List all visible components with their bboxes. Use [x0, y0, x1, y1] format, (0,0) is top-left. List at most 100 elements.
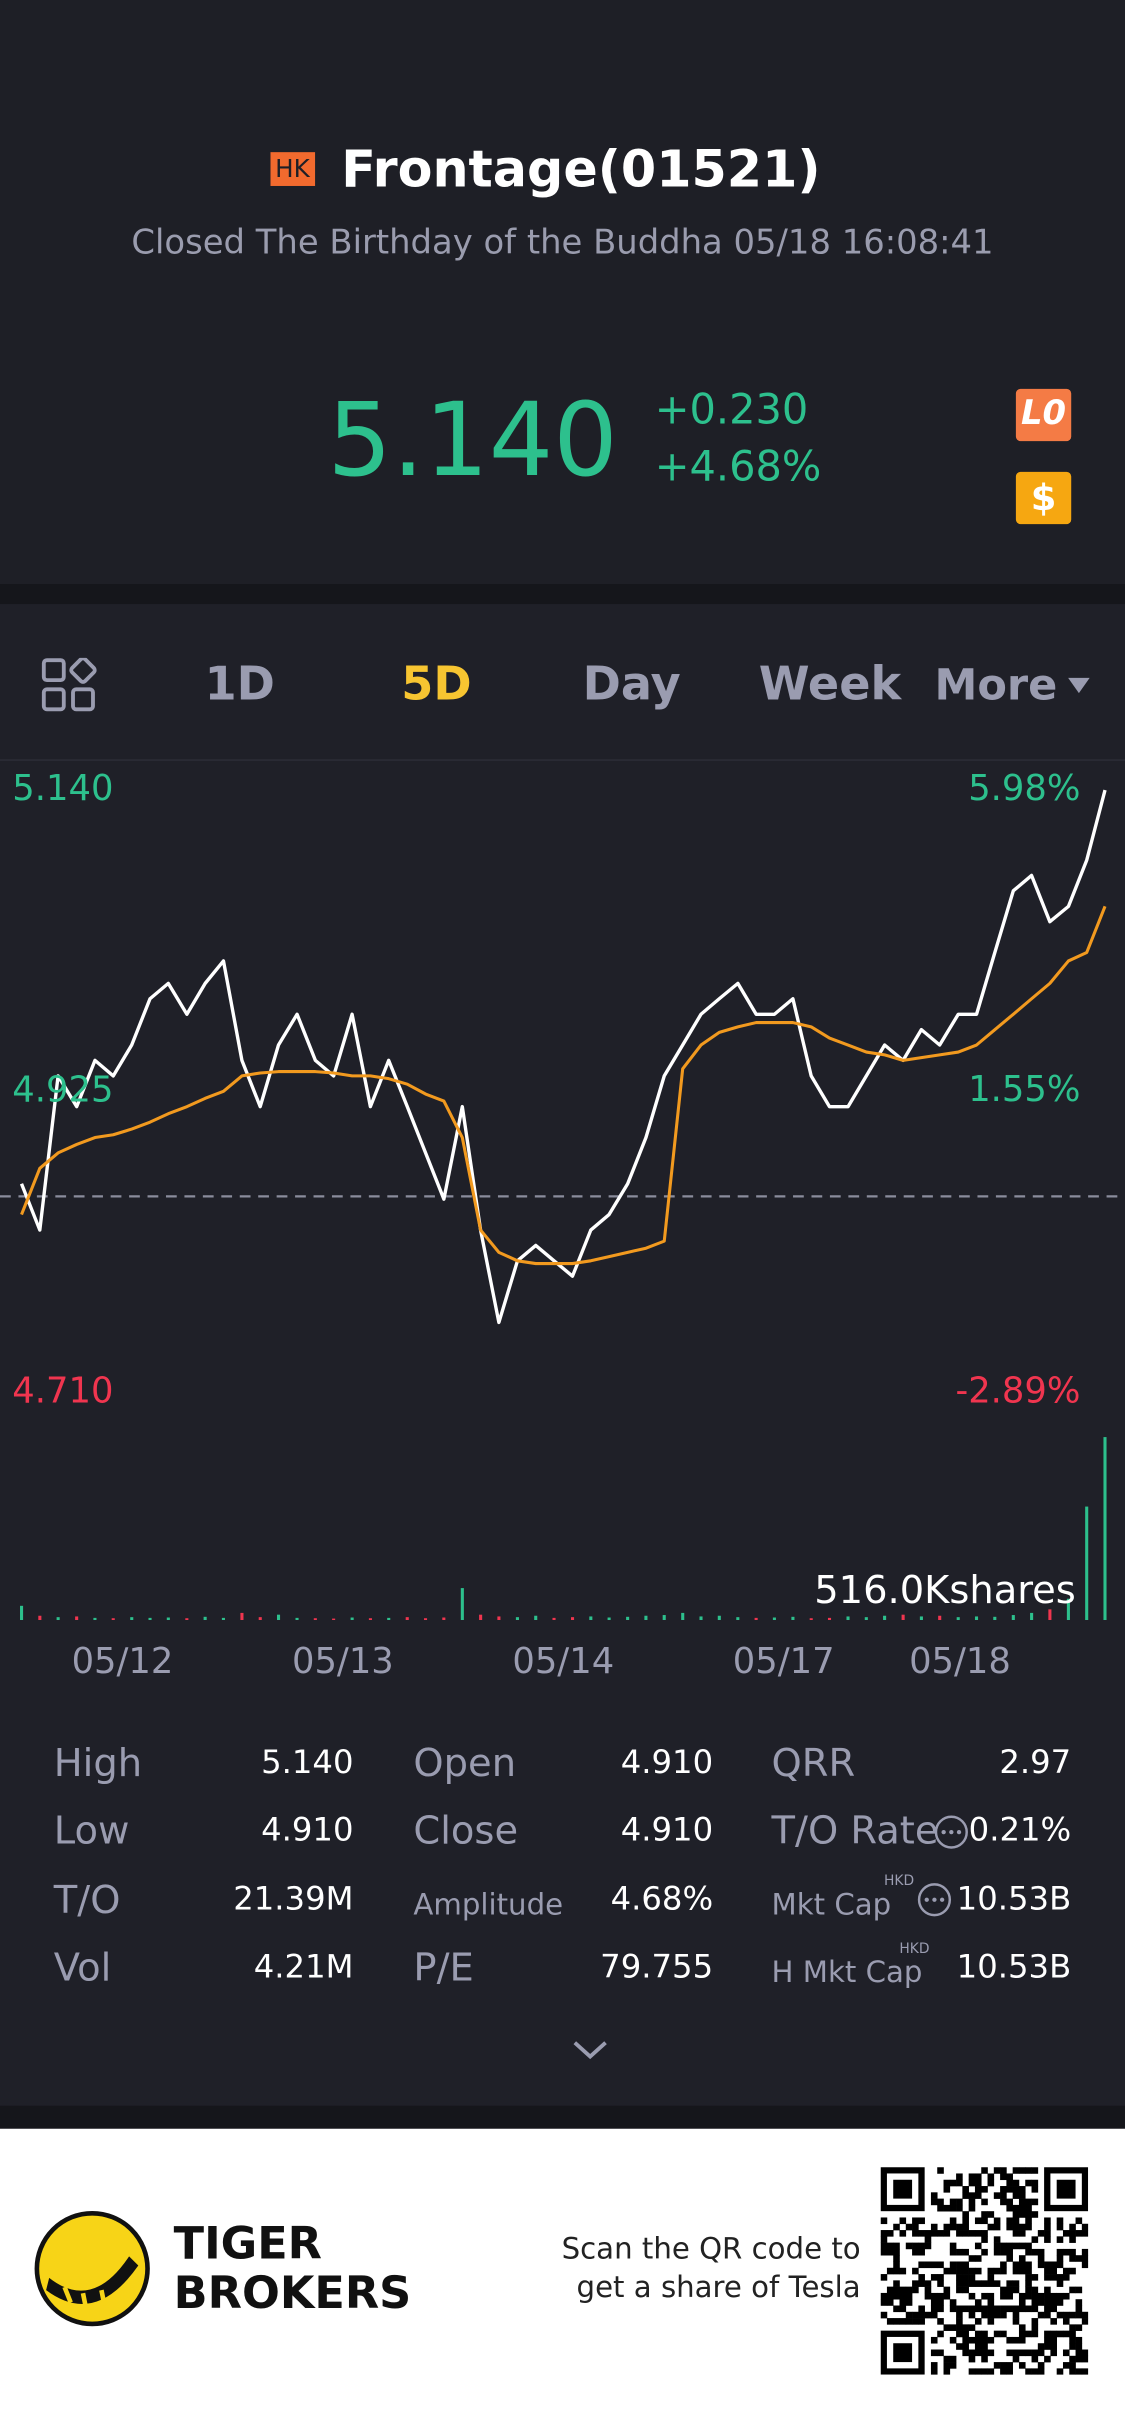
qr-module — [956, 2204, 963, 2212]
volume-bar — [405, 1617, 409, 1620]
qr-module — [1025, 2349, 1032, 2357]
dollar-badge[interactable]: $ — [1015, 471, 1072, 525]
stat-value: 21.39M — [233, 1880, 354, 1918]
qr-module — [949, 2261, 957, 2269]
qr-module — [1000, 2186, 1007, 2193]
tab[interactable]: 1D — [204, 657, 275, 712]
qr-module — [1062, 2274, 1070, 2281]
qr-module — [956, 2280, 963, 2287]
volume-bar — [974, 1616, 979, 1620]
qr-module — [1031, 2286, 1039, 2294]
qr-module — [1044, 2336, 1051, 2344]
qr-module — [962, 2186, 969, 2193]
qr-module — [1050, 2274, 1057, 2281]
qr-module — [962, 2330, 969, 2338]
tab[interactable]: Week — [758, 657, 902, 712]
qr-module — [1031, 2186, 1039, 2193]
qr-module — [1012, 2230, 1020, 2237]
qr-module — [1069, 2230, 1076, 2237]
qr-module — [981, 2349, 988, 2357]
qr-module — [968, 2349, 976, 2357]
qr-module — [1069, 2368, 1076, 2375]
qr-module — [993, 2311, 1001, 2319]
qr-module — [1018, 2292, 1026, 2300]
qr-module — [1018, 2230, 1026, 2237]
qr-module — [993, 2362, 1001, 2369]
qr-module — [918, 2318, 925, 2325]
qr-module — [1069, 2286, 1076, 2294]
qr-module — [1069, 2355, 1076, 2363]
qr-module — [1062, 2362, 1070, 2369]
qr-module — [956, 2267, 963, 2275]
tab-active[interactable]: 5D — [401, 657, 472, 712]
tab[interactable]: Day — [582, 657, 681, 712]
y-tick-label: 5.140 — [12, 768, 113, 809]
qr-module — [974, 2343, 982, 2350]
expand-chevron[interactable] — [572, 2040, 609, 2062]
info-icon[interactable] — [933, 1814, 970, 1851]
qr-module — [1075, 2230, 1083, 2237]
qr-module — [937, 2330, 944, 2338]
qr-module — [1031, 2318, 1039, 2325]
qr-module — [1006, 2362, 1013, 2369]
qr-module — [880, 2242, 888, 2250]
qr-module — [1044, 2343, 1051, 2350]
qr-module — [1062, 2230, 1070, 2237]
volume-bar — [515, 1617, 519, 1620]
y-tick-label: 4.710 — [12, 1371, 113, 1412]
qr-module — [1012, 2355, 1020, 2363]
qr-module — [1012, 2280, 1020, 2287]
stat-label: Mkt Cap — [771, 1888, 892, 1923]
qr-module — [937, 2230, 944, 2237]
qr-module — [918, 2311, 925, 2319]
qr-module — [930, 2311, 938, 2319]
qr-module — [981, 2368, 988, 2375]
qr-module — [968, 2336, 976, 2344]
qr-module — [949, 2324, 957, 2331]
volume-bar — [276, 1614, 281, 1620]
qr-module — [1056, 2330, 1064, 2338]
qr-module — [962, 2274, 969, 2281]
volume-label: 516.0Kshares — [814, 1568, 1076, 1613]
qr-module — [912, 2217, 919, 2225]
volume-bar — [754, 1617, 758, 1620]
qr-module — [1037, 2311, 1045, 2319]
qr-finder — [893, 2179, 913, 2199]
qr-module — [956, 2305, 963, 2313]
qr-module — [937, 2167, 944, 2174]
market-badge: HK — [270, 152, 315, 186]
qr-module — [1062, 2318, 1070, 2325]
qr-module — [987, 2368, 995, 2375]
qr-module — [1018, 2299, 1026, 2306]
qr-module — [962, 2305, 969, 2313]
level-badge[interactable]: L0 — [1015, 388, 1072, 442]
volume-bar — [534, 1615, 538, 1620]
qr-module — [1081, 2355, 1089, 2363]
volume-bar — [111, 1618, 115, 1620]
stat-value: 5.140 — [261, 1743, 354, 1781]
qr-module — [886, 2299, 894, 2306]
qr-module — [905, 2299, 913, 2306]
icon-dot — [939, 1897, 945, 1902]
qr-module — [1012, 2217, 1020, 2225]
qr-module — [1044, 2261, 1051, 2269]
qr-module — [1000, 2173, 1007, 2181]
qr-module — [886, 2242, 894, 2250]
qr-module — [905, 2242, 913, 2250]
qr-module — [956, 2324, 963, 2331]
qr-module — [1044, 2355, 1051, 2363]
qr-module — [956, 2223, 963, 2231]
info-icon[interactable] — [916, 1881, 953, 1918]
qr-module — [1012, 2349, 1020, 2357]
qr-module — [1006, 2242, 1013, 2250]
volume-bar — [589, 1616, 593, 1620]
qr-module — [974, 2318, 982, 2325]
qr-module — [974, 2336, 982, 2344]
grid-icon[interactable] — [41, 657, 97, 713]
volume-bar — [75, 1616, 79, 1620]
tab[interactable]: More — [934, 659, 1058, 711]
qr-module — [880, 2248, 888, 2256]
qr-module — [1069, 2223, 1076, 2231]
qr-module — [968, 2173, 976, 2181]
qr-module — [1031, 2292, 1039, 2300]
